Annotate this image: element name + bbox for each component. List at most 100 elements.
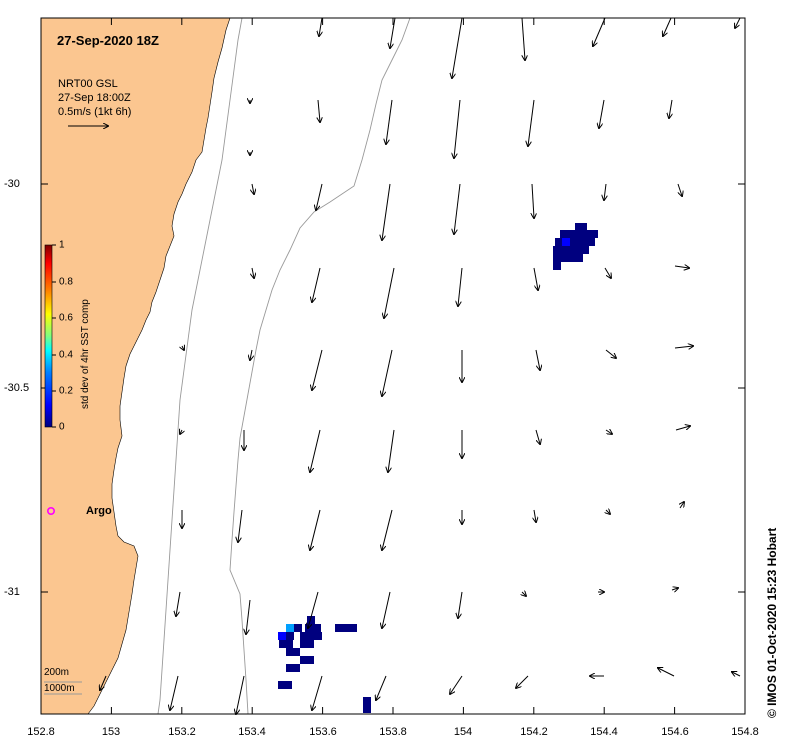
colorbar-tick: 0.2 bbox=[59, 385, 73, 397]
current-arrow bbox=[535, 429, 540, 444]
colorbar-tick: 1 bbox=[59, 239, 65, 251]
current-arrow bbox=[310, 509, 321, 550]
current-arrow bbox=[318, 99, 320, 122]
colorbar-tick: 0.4 bbox=[59, 349, 73, 361]
current-arrow bbox=[454, 183, 461, 234]
x-tick-label: 152.8 bbox=[27, 726, 55, 738]
argo-marker bbox=[46, 506, 55, 515]
current-arrow bbox=[176, 591, 181, 616]
current-arrow bbox=[452, 17, 463, 78]
current-arrow bbox=[312, 675, 323, 710]
current-arrow bbox=[532, 183, 534, 218]
info-line: NRT00 GSL bbox=[58, 78, 118, 90]
current-arrow bbox=[382, 591, 391, 628]
current-arrow bbox=[669, 99, 672, 118]
current-arrow bbox=[593, 17, 606, 46]
current-arrow bbox=[180, 430, 182, 434]
sst-cluster-south bbox=[278, 616, 371, 713]
current-arrow bbox=[312, 267, 321, 302]
current-arrow bbox=[604, 183, 606, 200]
current-arrow bbox=[522, 592, 526, 596]
colorbar-tick: 0.6 bbox=[59, 312, 73, 324]
current-arrow bbox=[252, 267, 254, 278]
current-arrow bbox=[390, 17, 396, 48]
colorbar-tick: 0 bbox=[59, 421, 65, 433]
current-arrow bbox=[250, 349, 252, 360]
colorbar-tick: 0.8 bbox=[59, 276, 73, 288]
contour-1000m bbox=[229, 17, 411, 715]
current-arrow bbox=[674, 266, 689, 268]
current-arrow bbox=[310, 429, 321, 472]
current-arrow bbox=[376, 675, 387, 700]
current-arrow bbox=[604, 267, 611, 278]
current-arrow bbox=[599, 99, 605, 128]
x-tick-label: 153.8 bbox=[379, 726, 407, 738]
depth-label-200: 200m bbox=[44, 667, 70, 678]
y-tick-label: -30 bbox=[4, 178, 20, 190]
current-arrow bbox=[675, 426, 690, 431]
current-arrow bbox=[680, 502, 684, 509]
current-arrow bbox=[605, 349, 616, 358]
current-arrow bbox=[458, 591, 463, 618]
current-vectors bbox=[100, 17, 741, 714]
x-tick-label: 154.2 bbox=[520, 726, 548, 738]
current-arrow bbox=[384, 267, 395, 318]
current-arrow bbox=[170, 675, 179, 710]
current-arrow bbox=[732, 672, 741, 676]
current-arrow bbox=[663, 17, 672, 36]
info-line: 0.5m/s (1kt 6h) bbox=[58, 106, 132, 118]
current-arrow bbox=[677, 183, 682, 196]
current-arrow bbox=[606, 510, 610, 514]
info-block: NRT00 GSL 27-Sep 18:00Z 0.5m/s (1kt 6h) bbox=[58, 77, 131, 119]
x-tick-label: 154.8 bbox=[731, 726, 759, 738]
map-title: 27-Sep-2020 18Z bbox=[57, 33, 159, 48]
current-arrow bbox=[252, 183, 254, 194]
x-tick-label: 153 bbox=[101, 726, 121, 738]
current-arrow bbox=[182, 346, 184, 350]
current-arrow bbox=[533, 267, 538, 290]
x-tick-label: 154.6 bbox=[661, 726, 689, 738]
current-arrow bbox=[316, 183, 323, 210]
current-arrow bbox=[450, 675, 463, 694]
current-arrow bbox=[605, 430, 612, 434]
x-tick-label: 154.4 bbox=[590, 726, 618, 738]
current-arrow bbox=[454, 99, 461, 158]
current-arrow bbox=[100, 675, 107, 690]
current-arrow bbox=[658, 668, 675, 677]
colorbar bbox=[44, 244, 53, 428]
x-tick-label: 154 bbox=[453, 726, 473, 738]
current-arrow bbox=[246, 599, 251, 634]
argo-label: Argo bbox=[86, 505, 112, 517]
current-arrow bbox=[382, 349, 393, 396]
depth-label-1000: 1000m bbox=[44, 683, 75, 694]
current-arrow bbox=[528, 99, 535, 146]
y-tick-label: -31 bbox=[4, 586, 20, 598]
current-arrow bbox=[671, 588, 678, 590]
current-arrow bbox=[388, 429, 395, 472]
current-arrow bbox=[312, 349, 323, 390]
contour-200m bbox=[157, 17, 243, 715]
x-tick-label: 153.6 bbox=[309, 726, 337, 738]
current-arrow bbox=[382, 183, 391, 240]
current-arrow bbox=[534, 509, 536, 522]
land-mass bbox=[40, 17, 231, 715]
current-arrow bbox=[382, 509, 393, 550]
current-arrow bbox=[735, 17, 741, 28]
y-tick-label: -30.5 bbox=[4, 382, 30, 394]
current-arrow bbox=[458, 267, 463, 306]
credit-text: © IMOS 01-Oct-2020 15:23 Hobart bbox=[765, 527, 779, 718]
current-arrow bbox=[319, 17, 322, 36]
current-arrow bbox=[521, 17, 525, 60]
x-tick-label: 153.2 bbox=[168, 726, 196, 738]
current-arrow bbox=[516, 675, 529, 688]
colorbar-label: std dev of 4hr SST comp bbox=[80, 299, 91, 409]
current-arrow bbox=[674, 346, 693, 348]
current-arrow bbox=[236, 675, 245, 714]
x-tick-label: 153.4 bbox=[238, 726, 266, 738]
current-arrow bbox=[386, 99, 393, 144]
current-arrow bbox=[238, 509, 243, 542]
info-line: 27-Sep 18:00Z bbox=[58, 92, 131, 104]
sst-cluster-north bbox=[553, 223, 598, 270]
current-arrow bbox=[535, 349, 540, 370]
